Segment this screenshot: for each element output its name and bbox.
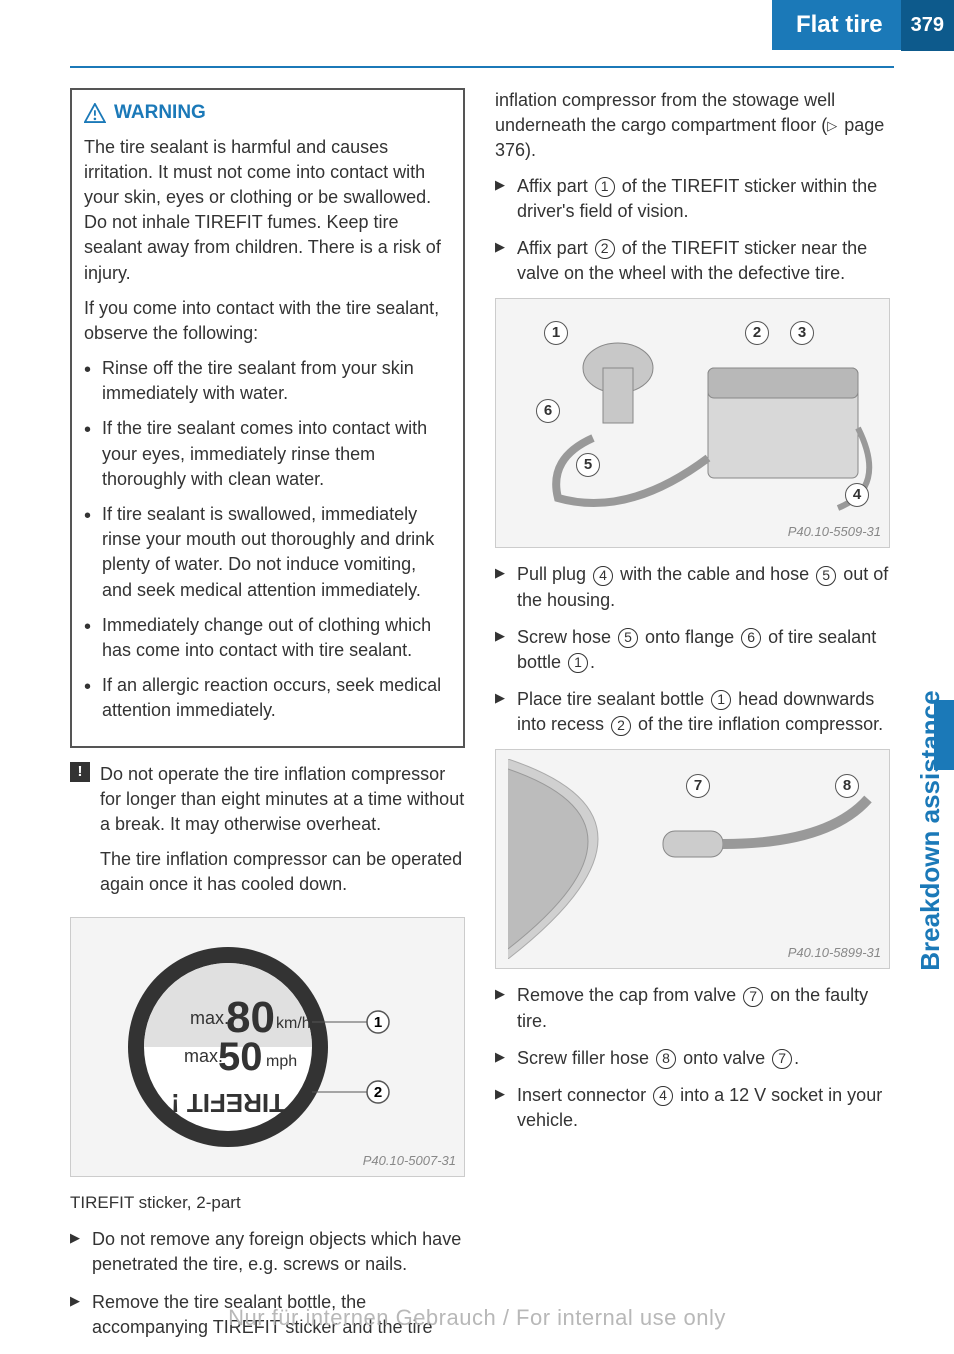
- figure-ref: P40.10-5899-31: [788, 944, 881, 962]
- callout-ref: 4: [653, 1086, 673, 1106]
- warning-p1: The tire sealant is harmful and causes i…: [84, 135, 451, 286]
- callout-ref: 1: [568, 653, 588, 673]
- header-title: Flat tire: [796, 8, 883, 42]
- right-steps-b: Pull plug 4 with the cable and hose 5 ou…: [495, 562, 890, 737]
- step-item: Affix part 1 of the TIREFIT sticker with…: [495, 174, 890, 224]
- caution-note: ! Do not operate the tire inflation comp…: [70, 762, 465, 908]
- compressor-illustration: [508, 308, 878, 538]
- caution-p2: The tire inflation compressor can be ope…: [100, 847, 465, 897]
- content-columns: WARNING The tire sealant is harmful and …: [70, 88, 890, 1352]
- warning-box: WARNING The tire sealant is harmful and …: [70, 88, 465, 748]
- svg-text:max.: max.: [190, 1008, 229, 1028]
- header-rule: [70, 66, 894, 68]
- step-item: Screw filler hose 8 onto valve 7.: [495, 1046, 890, 1071]
- triangle-ref-icon: ▷: [827, 118, 837, 133]
- page-number: 379: [901, 0, 954, 51]
- step-item: Pull plug 4 with the cable and hose 5 ou…: [495, 562, 890, 612]
- warning-p2: If you come into contact with the tire s…: [84, 296, 451, 346]
- callout-ref: 6: [741, 628, 761, 648]
- callout-ref: 2: [611, 716, 631, 736]
- footer-watermark: Nur für internen Gebrauch / For internal…: [0, 1303, 954, 1334]
- callout-ref: 7: [772, 1049, 792, 1069]
- figure-ref: P40.10-5509-31: [788, 523, 881, 541]
- warning-bullet: If the tire sealant comes into contact w…: [84, 416, 451, 492]
- callout-ref: 8: [656, 1049, 676, 1069]
- warning-triangle-icon: [84, 103, 106, 123]
- warning-bullet: Rinse off the tire sealant from your ski…: [84, 356, 451, 406]
- callout-ref: 5: [618, 628, 638, 648]
- warning-bullet: If tire sealant is swallowed, immediatel…: [84, 502, 451, 603]
- warning-bullets: Rinse off the tire sealant from your ski…: [84, 356, 451, 723]
- svg-text:1: 1: [373, 1014, 381, 1031]
- warning-bullet: Immediately change out of clothing which…: [84, 613, 451, 663]
- figure-tirefit-sticker: max. 80 km/h max. 50 mph TIREFIT ! 1 2 P…: [70, 917, 465, 1177]
- callout-ref: 7: [743, 987, 763, 1007]
- continuation-text: inflation compressor from the stowage we…: [495, 88, 890, 164]
- step-item: Affix part 2 of the TIREFIT sticker near…: [495, 236, 890, 286]
- caution-p1: Do not operate the tire inflation compre…: [100, 762, 465, 838]
- callout-ref: 4: [593, 566, 613, 586]
- right-steps-c: Remove the cap from valve 7 on the fault…: [495, 983, 890, 1133]
- figure-caption: TIREFIT sticker, 2-part: [70, 1191, 465, 1215]
- section-side-tab: Breakdown assistance: [910, 400, 954, 740]
- svg-text:mph: mph: [266, 1053, 297, 1070]
- step-item: Insert connector 4 into a 12 V socket in…: [495, 1083, 890, 1133]
- warning-heading-text: WARNING: [114, 100, 206, 127]
- callout-ref: 1: [711, 690, 731, 710]
- exclamation-icon: !: [70, 762, 90, 782]
- svg-text:TIREFIT !: TIREFIT !: [170, 1088, 284, 1118]
- figure-valve: 7 8 P40.10-5899-31: [495, 749, 890, 969]
- svg-text:km/h: km/h: [276, 1015, 311, 1032]
- callout-ref: 1: [595, 177, 615, 197]
- page-header: Flat tire 379: [772, 0, 954, 50]
- side-tab-marker: [934, 700, 954, 770]
- step-item: Screw hose 5 onto flange 6 of tire seala…: [495, 625, 890, 675]
- right-steps-a: Affix part 1 of the TIREFIT sticker with…: [495, 174, 890, 287]
- callout-ref: 2: [595, 239, 615, 259]
- step-item: Remove the cap from valve 7 on the fault…: [495, 983, 890, 1033]
- cont-text: inflation compressor from the stowage we…: [495, 90, 835, 135]
- warning-bullet: If an allergic reaction occurs, seek med…: [84, 673, 451, 723]
- svg-text:2: 2: [373, 1084, 381, 1101]
- callout-ref: 5: [816, 566, 836, 586]
- warning-heading: WARNING: [84, 100, 451, 127]
- right-column: inflation compressor from the stowage we…: [495, 88, 890, 1352]
- figure-ref: P40.10-5007-31: [363, 1152, 456, 1170]
- sticker-illustration: max. 80 km/h max. 50 mph TIREFIT ! 1 2: [98, 932, 438, 1162]
- caution-body: Do not operate the tire inflation compre…: [100, 762, 465, 908]
- step-item: Place tire sealant bottle 1 head downwar…: [495, 687, 890, 737]
- left-column: WARNING The tire sealant is harmful and …: [70, 88, 465, 1352]
- figure-compressor: 1 2 3 4 5 6 P40.10-5509-31: [495, 298, 890, 548]
- step-item: Do not remove any foreign objects which …: [70, 1227, 465, 1277]
- svg-text:50: 50: [218, 1035, 263, 1079]
